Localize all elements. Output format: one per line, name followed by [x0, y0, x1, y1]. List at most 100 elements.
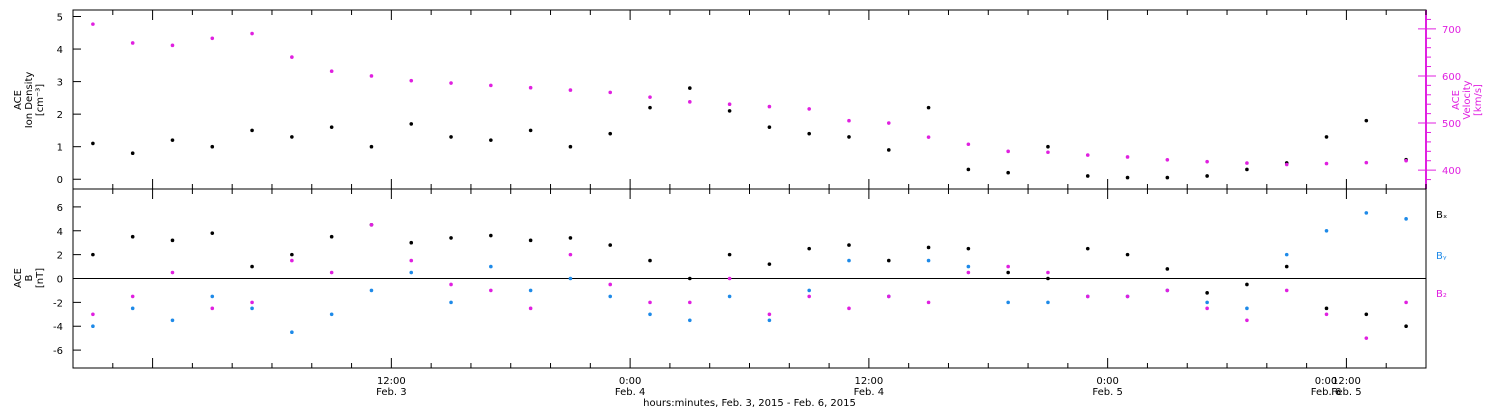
- bz-point: [1046, 270, 1050, 275]
- by-point: [807, 288, 811, 293]
- x-tick-date: Feb. 4: [854, 387, 884, 398]
- bz-point: [688, 300, 692, 305]
- by-point: [130, 306, 135, 311]
- ion-density-point: [1085, 174, 1090, 178]
- bx-point: [1046, 276, 1050, 281]
- axis-title-line: [km/s]: [1473, 84, 1484, 116]
- by-point: [210, 294, 215, 299]
- bz-point: [1085, 294, 1090, 299]
- velocity-point: [727, 102, 732, 107]
- bx-point: [170, 238, 175, 243]
- ion-density-point: [250, 128, 254, 133]
- bz-point: [1324, 312, 1329, 317]
- ion-density-point: [91, 141, 95, 146]
- bx-point: [489, 233, 493, 238]
- velocity-point: [886, 121, 891, 125]
- velocity-point: [91, 22, 95, 26]
- x-tick-label: 12:00: [377, 376, 406, 387]
- field-tick-label: 6: [57, 203, 63, 214]
- ion-density-point: [767, 125, 772, 129]
- velocity-point: [250, 31, 254, 36]
- by-point: [1404, 217, 1408, 221]
- velocity-point: [648, 95, 652, 99]
- bz-point: [170, 270, 175, 275]
- legend-by: Bᵧ: [1436, 251, 1447, 262]
- velocity-tick-label: 700: [1442, 25, 1461, 36]
- ion-density-point: [449, 135, 453, 139]
- bz-point: [926, 300, 931, 305]
- x-tick-date: Feb. 5: [1092, 387, 1122, 398]
- field-tick-label: -4: [53, 322, 63, 333]
- ion-density-point: [926, 105, 931, 110]
- bx-point: [1165, 267, 1170, 271]
- by-point: [1364, 211, 1369, 215]
- bz-point: [847, 306, 851, 311]
- bx-point: [926, 245, 931, 250]
- ion-density-point: [1364, 118, 1369, 123]
- bz-point: [1284, 288, 1289, 293]
- velocity-point: [489, 83, 493, 88]
- bx-point: [1284, 264, 1289, 269]
- by-point: [329, 312, 334, 317]
- bz-point: [250, 300, 254, 305]
- ion-density-point: [130, 151, 135, 155]
- ion-density-point: [1165, 175, 1170, 180]
- by-point: [528, 288, 533, 293]
- density-tick-label: 5: [57, 13, 63, 24]
- x-tick-label: 0:00: [1096, 376, 1118, 387]
- ion-density-point: [688, 86, 692, 90]
- bx-point: [608, 243, 613, 247]
- ion-density-point: [648, 105, 652, 110]
- by-point: [926, 258, 931, 263]
- bz-point: [369, 223, 374, 227]
- field-tick-label: 4: [57, 227, 63, 238]
- velocity-point: [329, 69, 334, 74]
- bx-point: [1085, 246, 1090, 251]
- axis-title-line: ACE: [13, 90, 24, 110]
- by-point: [847, 258, 851, 263]
- axis-title-line: ACE: [1451, 90, 1462, 110]
- bz-point: [489, 288, 493, 293]
- ion-density-point: [170, 138, 175, 142]
- axis-title-line: [nT]: [35, 268, 46, 288]
- bz-point: [1165, 288, 1170, 293]
- velocity-point: [1165, 157, 1170, 162]
- by-point: [409, 270, 414, 275]
- bx-point: [250, 264, 254, 269]
- ion-density-point: [568, 144, 573, 149]
- velocity-point: [966, 142, 971, 147]
- by-point: [1046, 300, 1050, 305]
- velocity-tick-label: 400: [1442, 166, 1461, 177]
- ion-density-point: [1125, 175, 1130, 180]
- ion-density-point: [409, 122, 414, 126]
- velocity-tick-label: 600: [1442, 72, 1461, 83]
- velocity-axis-title: ACE Velocity [km/s]: [1451, 80, 1484, 119]
- by-point: [727, 294, 732, 299]
- ion-density-point: [608, 131, 613, 136]
- velocity-point: [1364, 160, 1369, 165]
- bx-point: [847, 243, 851, 247]
- velocity-point: [926, 135, 931, 139]
- bx-point: [210, 231, 215, 235]
- bx-point: [1245, 282, 1249, 287]
- bx-point: [966, 246, 971, 251]
- field-tick-label: -2: [53, 298, 63, 309]
- by-point: [489, 264, 493, 269]
- velocity-point: [290, 55, 294, 59]
- by-point: [250, 306, 254, 311]
- density-tick-label: 4: [57, 45, 63, 56]
- ion-density-point: [369, 144, 374, 149]
- velocity-point: [528, 85, 533, 90]
- axis-title-line: Velocity: [1462, 80, 1473, 119]
- velocity-point: [449, 81, 453, 85]
- bz-point: [1125, 294, 1130, 299]
- x-tick-label: 0:00: [619, 376, 641, 387]
- bz-point: [966, 270, 971, 275]
- velocity-point: [1324, 161, 1329, 166]
- velocity-point: [1006, 149, 1010, 154]
- field-tick-label: 2: [57, 251, 63, 262]
- bx-point: [1364, 312, 1369, 317]
- velocity-tick-label: 500: [1442, 119, 1461, 130]
- ion-density-point: [1245, 167, 1249, 172]
